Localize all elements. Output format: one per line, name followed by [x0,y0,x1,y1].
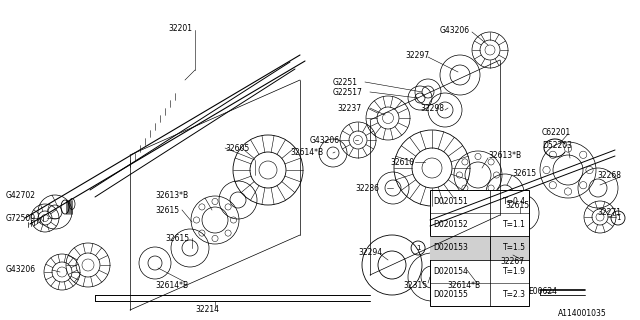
Text: 32271: 32271 [597,207,621,217]
Text: 32297: 32297 [405,51,429,60]
Text: 32214: 32214 [195,306,219,315]
Text: 32615: 32615 [505,201,529,210]
Bar [430,190,529,306]
Text: G43206: G43206 [310,135,340,145]
Text: 32615: 32615 [165,234,189,243]
Text: 32613*B: 32613*B [155,190,188,199]
Text: T=1.5: T=1.5 [503,244,526,252]
Text: D020153: D020153 [433,244,468,252]
Text: 32614*B: 32614*B [290,148,323,156]
Text: D020151: D020151 [433,197,468,206]
Text: G43206: G43206 [440,26,470,35]
Text: 32201: 32201 [168,23,192,33]
Text: 1: 1 [416,245,420,251]
Text: T=1.9: T=1.9 [503,267,526,276]
Text: T=2.3: T=2.3 [503,290,526,299]
Text: D52203: D52203 [542,140,572,149]
Text: 32615: 32615 [155,205,179,214]
Bar [430,236,529,260]
Text: D020154: D020154 [433,267,468,276]
Text: D020152: D020152 [433,220,468,229]
Text: G72509: G72509 [6,213,36,222]
Text: D020155: D020155 [433,290,468,299]
Text: 32614*B: 32614*B [155,281,188,290]
Text: G2251: G2251 [333,77,358,86]
Text: 32615: 32615 [512,169,536,178]
Text: 32268: 32268 [597,171,621,180]
Text: 32610: 32610 [390,157,414,166]
Text: 32614*B: 32614*B [447,281,480,290]
Text: E00624: E00624 [528,287,557,297]
Text: G42702: G42702 [6,190,36,199]
Text: 32298: 32298 [420,103,444,113]
Text: 32286: 32286 [355,183,379,193]
Text: G22517: G22517 [333,87,363,97]
Text: 32605: 32605 [225,143,249,153]
Text: T=0.4: T=0.4 [503,197,526,206]
Text: A114001035: A114001035 [558,308,607,317]
Text: 1: 1 [616,215,620,221]
Text: 32613*B: 32613*B [488,150,521,159]
Text: 32294: 32294 [358,247,382,257]
Text: T=1.1: T=1.1 [504,220,526,229]
Text: 32267: 32267 [500,258,524,267]
Text: C62201: C62201 [542,127,572,137]
Text: G43206: G43206 [6,266,36,275]
Text: 32315: 32315 [403,281,427,290]
Text: 32237: 32237 [337,103,361,113]
